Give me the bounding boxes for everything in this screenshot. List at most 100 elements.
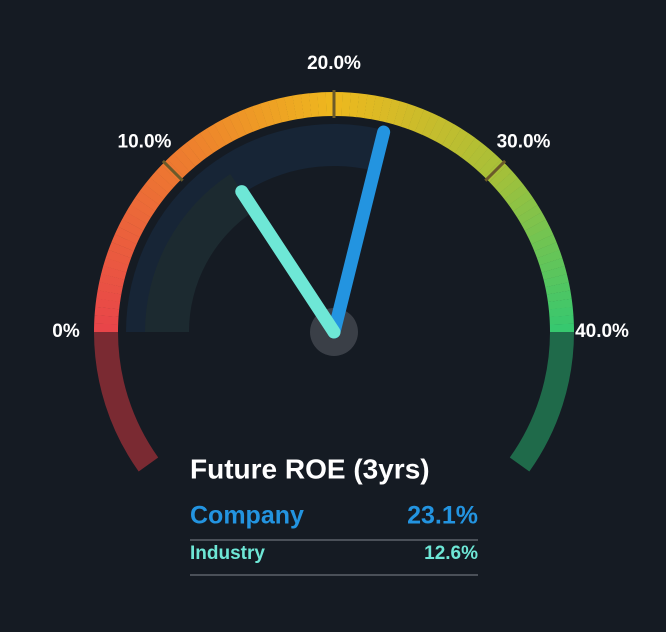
needle bbox=[327, 125, 391, 339]
gauge-arc-segment bbox=[275, 97, 290, 123]
gauge-arc-segment bbox=[513, 197, 538, 218]
gauge-arc-segment bbox=[95, 298, 121, 310]
gauge-arc-segment bbox=[386, 99, 401, 125]
gauge-arc-segment bbox=[547, 298, 573, 310]
gauge-extension bbox=[509, 332, 574, 472]
gauge-arc-segment bbox=[228, 112, 247, 138]
value-band bbox=[145, 174, 255, 332]
gauge-arc-segment bbox=[135, 190, 160, 212]
gauge-arc-segment bbox=[421, 112, 440, 138]
gauge-arc-segment bbox=[466, 142, 489, 167]
gauge-arc-segment bbox=[393, 101, 409, 127]
gauge-arc-segment bbox=[531, 234, 557, 252]
gauge-arc-segment bbox=[546, 290, 572, 303]
gauge-arc-segment bbox=[126, 204, 151, 224]
gauge-arc-segment bbox=[528, 226, 554, 245]
gauge-arc-segment bbox=[108, 241, 134, 259]
gauge-arc-segment bbox=[472, 148, 495, 172]
gauge-arc-segment bbox=[150, 171, 174, 194]
gauge-arc-segment bbox=[130, 197, 156, 218]
gauge-arc-segment bbox=[179, 142, 202, 167]
gauge-arc-segment bbox=[543, 273, 569, 288]
tick-mark bbox=[484, 159, 507, 182]
gauge-arc-segment bbox=[356, 93, 368, 119]
tick-label: 30.0% bbox=[497, 132, 551, 153]
gauge-arc-segment bbox=[534, 242, 560, 259]
gauge-arc-segment bbox=[341, 92, 351, 117]
gauge-arc-segment bbox=[144, 177, 169, 200]
gauge-arc-segment bbox=[186, 137, 208, 162]
gauge-arc-segment bbox=[267, 99, 282, 125]
gauge-arc-segment bbox=[442, 124, 462, 149]
gauge-arc-segment bbox=[94, 315, 119, 325]
gauge-arc-segment bbox=[371, 95, 385, 121]
gauge-arc-segment bbox=[548, 306, 574, 318]
tick-label: 20.0% bbox=[307, 53, 361, 74]
gauge-arc-segment bbox=[122, 211, 148, 231]
tick-label: 0% bbox=[52, 321, 80, 342]
gauge-arc-segment bbox=[508, 190, 534, 212]
gauge-arc-segment bbox=[428, 116, 447, 142]
gauge-arc-segment bbox=[96, 290, 122, 302]
gauge-arc-segment bbox=[199, 128, 220, 153]
gauge-arc-segment bbox=[539, 257, 565, 273]
legend-value: 12.6% bbox=[424, 543, 478, 564]
gauge-arc-segment bbox=[325, 92, 335, 117]
gauge-arc-segment bbox=[114, 226, 140, 245]
gauge-arc-segment bbox=[292, 94, 305, 120]
gauge-arc-segment bbox=[173, 148, 196, 172]
gauge-arc-segment bbox=[494, 171, 518, 194]
gauge-arc-segment bbox=[454, 133, 476, 158]
gauge-arc-segment bbox=[101, 265, 127, 280]
gauge-arc-segment bbox=[448, 128, 469, 154]
gauge-arc-segment bbox=[259, 101, 275, 127]
gauge-arc-segment bbox=[489, 165, 513, 188]
tick-label: 40.0% bbox=[575, 321, 629, 342]
gauge-arc-segment bbox=[435, 120, 455, 146]
gauge-arc-segment bbox=[97, 281, 123, 295]
gauge-arc-segment bbox=[111, 234, 137, 252]
gauge-arc-segment bbox=[221, 116, 240, 142]
gauge-arc-segment bbox=[407, 106, 425, 132]
gauge-arc-segment bbox=[155, 165, 179, 188]
gauge-arc-segment bbox=[400, 103, 417, 130]
gauge-arc-segment bbox=[549, 323, 574, 332]
gauge-arc-segment bbox=[206, 124, 227, 149]
gauge-arc-segment bbox=[499, 177, 524, 200]
gauge-arc-segment bbox=[349, 92, 360, 118]
gauge-arc-segment bbox=[378, 97, 393, 123]
gauge-arc-segment bbox=[139, 184, 164, 206]
gauge-arc-segment bbox=[167, 153, 190, 177]
legend-name: Industry bbox=[190, 543, 265, 564]
gauge-arc-segment bbox=[308, 92, 320, 118]
gauge-arc-segment bbox=[414, 109, 432, 135]
gauge-arc-segment bbox=[317, 92, 327, 117]
gauge-arc-segment bbox=[244, 106, 261, 132]
gauge-arc-segment bbox=[118, 219, 144, 238]
gauge-arc-segment bbox=[517, 204, 542, 225]
tick-label: 10.0% bbox=[118, 132, 172, 153]
needle bbox=[235, 185, 341, 339]
gauge-arc-segment bbox=[460, 137, 482, 162]
gauge-arc-segment bbox=[504, 184, 529, 206]
gauge-arc-segment bbox=[478, 153, 501, 177]
gauge-arc-segment bbox=[251, 103, 268, 130]
gauge-arc-segment bbox=[94, 323, 119, 332]
gauge-arc-segment bbox=[524, 219, 550, 238]
gauge-extension bbox=[94, 332, 159, 472]
tick-mark bbox=[161, 159, 184, 182]
gauge-arc-segment bbox=[192, 132, 214, 158]
gauge-arc-segment bbox=[214, 120, 233, 145]
gauge-arc-segment bbox=[94, 306, 120, 317]
gauge-arc-segment bbox=[521, 212, 546, 231]
legend-name: Company bbox=[190, 502, 304, 530]
gauge-arc-segment bbox=[236, 109, 254, 135]
gauge-arc-segment bbox=[105, 249, 132, 266]
legend-value: 23.1% bbox=[407, 502, 478, 530]
gauge-arc-segment bbox=[300, 93, 312, 119]
gauge-arc-segment bbox=[364, 94, 376, 120]
gauge-arc-segment bbox=[536, 249, 563, 266]
gauge-arc-segment bbox=[334, 92, 343, 117]
